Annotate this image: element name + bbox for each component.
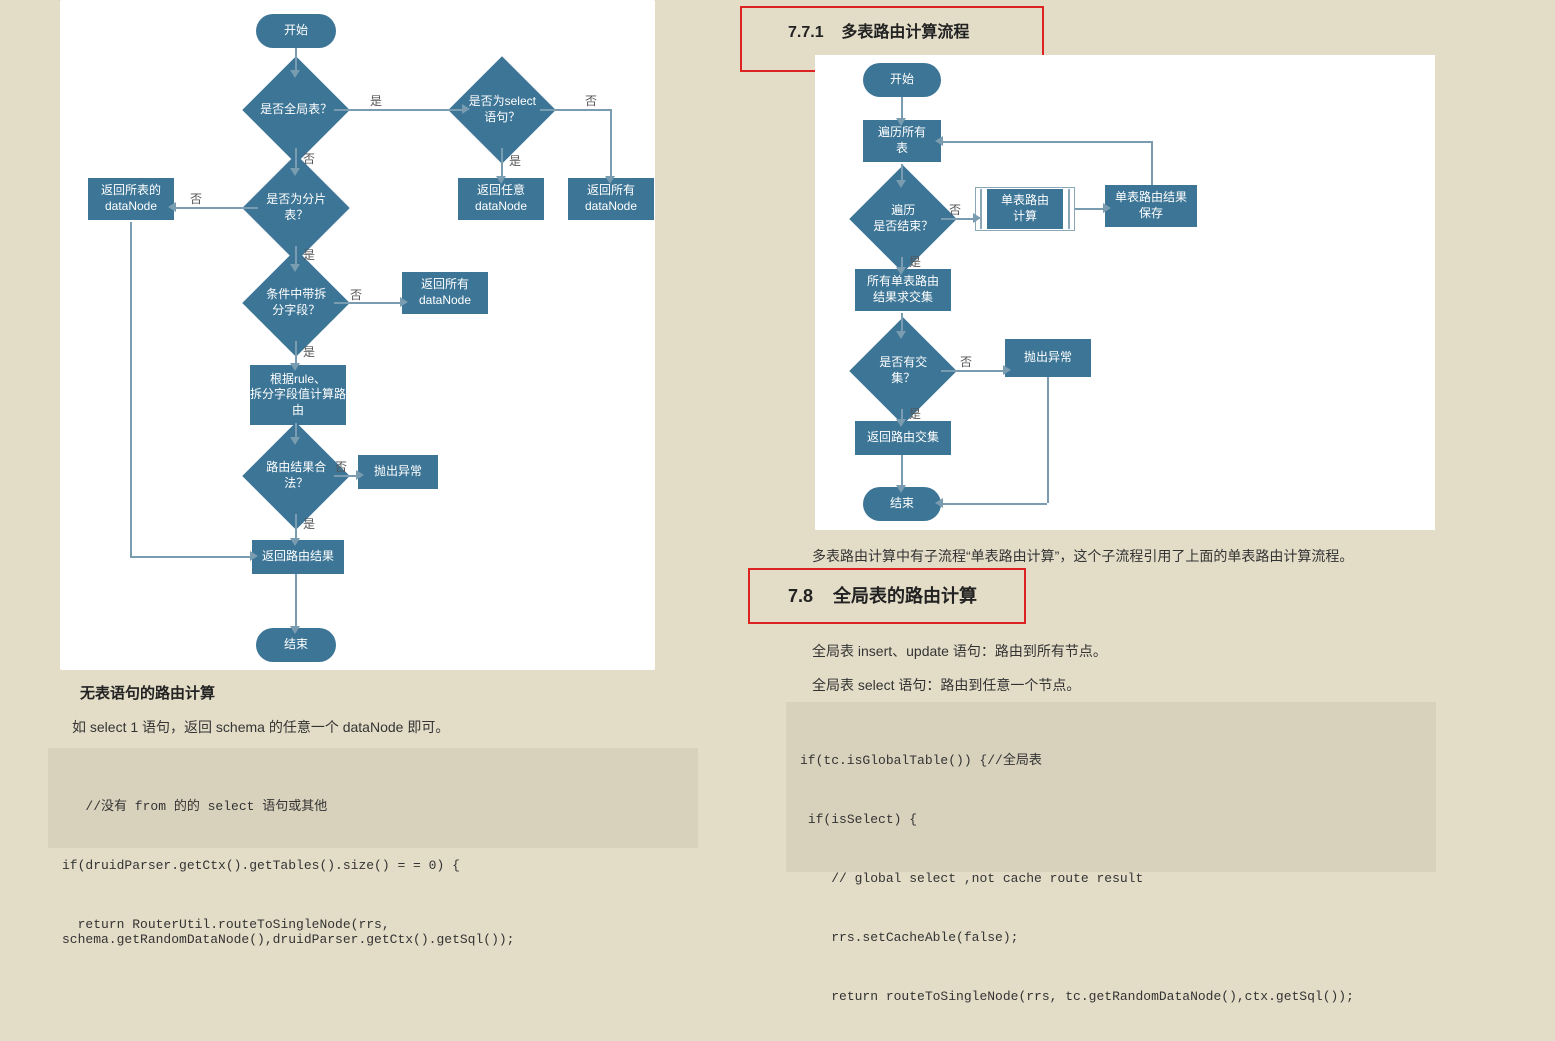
para-2: 全局表 select 语句：路由到任意一个节点。 <box>812 674 1412 696</box>
edge-label: 是 <box>303 343 315 360</box>
edge-label: 是 <box>303 515 315 532</box>
edge-label: 是 <box>909 253 921 270</box>
edge-label-no: 否 <box>303 150 315 167</box>
edge-label: 是 <box>303 246 315 263</box>
edge-label-yes: 是 <box>370 92 382 109</box>
para-desc: 多表路由计算中有子流程“单表路由计算”，这个子流程引用了上面的单表路由计算流程。 <box>812 545 1452 567</box>
code-line: return routeToSingleNode(rrs, tc.getRand… <box>800 989 1422 1004</box>
node-throw: 抛出异常 <box>1005 339 1091 377</box>
code-line: if(isSelect) { <box>800 812 1422 827</box>
right-column: 7.7.1 多表路由计算流程 开始 遍历所有表 遍历是否结束？ 单表路由计算 单… <box>740 0 1555 910</box>
code-line: //没有 from 的的 select 语句或其他 <box>62 795 684 814</box>
para-notable: 如 select 1 语句，返回 schema 的任意一个 dataNode 即… <box>72 716 672 738</box>
code-block-left: //没有 from 的的 select 语句或其他 if(druidParser… <box>48 748 698 848</box>
heading-notable: 无表语句的路由计算 <box>80 682 215 703</box>
edge-label: 是 <box>909 405 921 422</box>
para-1: 全局表 insert、update 语句：路由到所有节点。 <box>812 640 1412 662</box>
node-save: 单表路由结果保存 <box>1105 185 1197 227</box>
code-line: rrs.setCacheAble(false); <box>800 930 1422 945</box>
node-iter: 遍历所有表 <box>863 120 941 162</box>
flowchart-single-table: 开始 是否全局表？ 是否为select语句？ 是否为分片表？ 返回所表的data… <box>60 0 655 670</box>
edge-label: 否 <box>949 201 961 218</box>
node-calc: 根据rule、拆分字段值计算路由 <box>250 365 346 425</box>
heading-771: 7.7.1 多表路由计算流程 <box>788 18 969 42</box>
node-start: 开始 <box>863 63 941 97</box>
heading-num: 7.8 <box>788 586 813 606</box>
node-intersect: 所有单表路由结果求交集 <box>855 269 951 311</box>
edge-label: 否 <box>960 353 972 370</box>
node-throw: 抛出异常 <box>358 455 438 489</box>
heading-78: 7.8 全局表的路由计算 <box>788 582 977 608</box>
code-block-right: if(tc.isGlobalTable()) {//全局表 if(isSelec… <box>786 702 1436 872</box>
edge-label: 是 <box>509 152 521 169</box>
edge-label: 否 <box>335 458 347 475</box>
left-column: 开始 是否全局表？ 是否为select语句？ 是否为分片表？ 返回所表的data… <box>0 0 740 910</box>
node-ret-all-2: 返回所有dataNode <box>568 178 654 220</box>
code-line: if(druidParser.getCtx().getTables().size… <box>62 858 684 873</box>
flowchart-multi-table: 开始 遍历所有表 遍历是否结束？ 单表路由计算 单表路由结果保存 所有单表路由结… <box>815 55 1435 530</box>
node-sub: 单表路由计算 <box>987 189 1063 229</box>
edge-label: 否 <box>350 286 362 303</box>
code-line: // global select ,not cache route result <box>800 871 1422 886</box>
edge-label: 否 <box>585 92 597 109</box>
heading-num: 7.7.1 <box>788 24 824 41</box>
heading-text: 全局表的路由计算 <box>833 586 977 606</box>
code-line: if(tc.isGlobalTable()) {//全局表 <box>800 749 1422 768</box>
node-ret-all-1: 返回所表的dataNode <box>88 178 174 220</box>
node-start: 开始 <box>256 14 336 48</box>
node-ret-all-3: 返回所有dataNode <box>402 272 488 314</box>
heading-text: 多表路由计算流程 <box>841 24 969 41</box>
edge-label: 否 <box>190 190 202 207</box>
code-line: return RouterUtil.routeToSingleNode(rrs,… <box>62 917 684 947</box>
node-ret-rand: 返回任意dataNode <box>458 178 544 220</box>
